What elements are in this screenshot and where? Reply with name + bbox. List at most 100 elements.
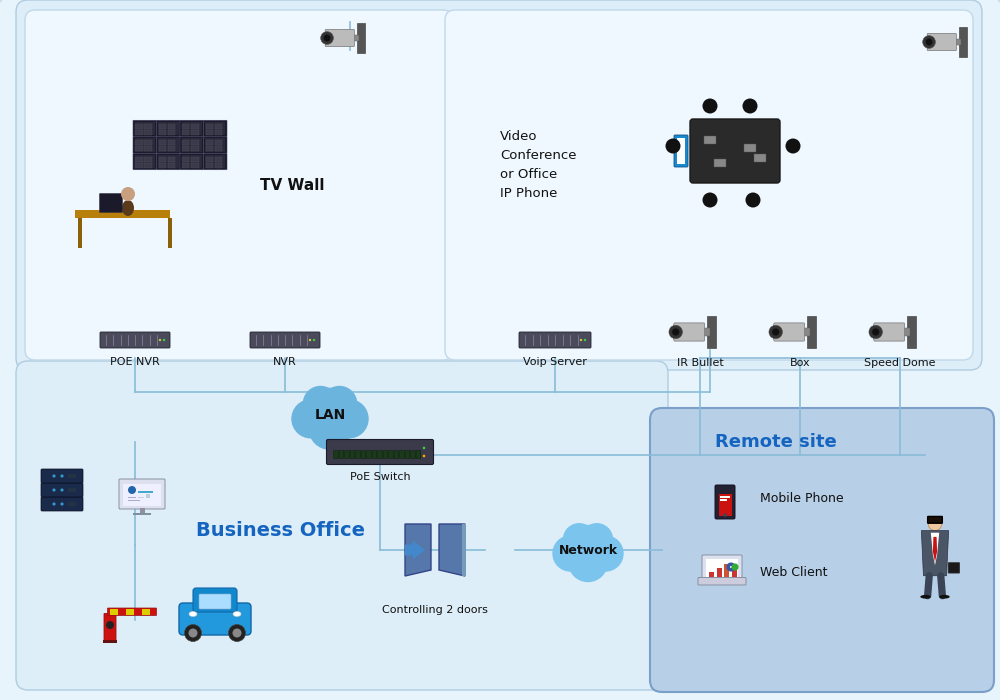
Circle shape xyxy=(68,503,72,505)
Circle shape xyxy=(184,624,202,641)
Bar xyxy=(103,640,117,643)
Bar xyxy=(206,146,213,151)
Ellipse shape xyxy=(920,595,931,598)
Bar xyxy=(182,139,202,152)
Circle shape xyxy=(68,489,72,491)
Circle shape xyxy=(723,513,727,517)
FancyBboxPatch shape xyxy=(204,153,227,170)
Bar xyxy=(168,140,175,146)
FancyBboxPatch shape xyxy=(133,153,157,170)
Bar xyxy=(205,122,225,135)
FancyBboxPatch shape xyxy=(774,323,805,341)
FancyBboxPatch shape xyxy=(690,119,780,183)
Bar xyxy=(953,38,961,46)
FancyBboxPatch shape xyxy=(350,451,355,458)
Bar xyxy=(68,502,76,506)
Bar xyxy=(724,564,729,577)
Bar xyxy=(168,124,175,129)
Bar xyxy=(138,496,144,498)
Bar xyxy=(462,524,466,576)
FancyBboxPatch shape xyxy=(445,10,973,360)
Bar xyxy=(214,146,222,151)
Bar xyxy=(744,144,756,152)
Polygon shape xyxy=(405,540,425,559)
FancyBboxPatch shape xyxy=(361,451,366,458)
FancyBboxPatch shape xyxy=(378,451,382,458)
Circle shape xyxy=(228,624,246,641)
Bar xyxy=(206,130,213,134)
Bar xyxy=(718,494,732,515)
Text: Network: Network xyxy=(558,543,618,556)
Bar xyxy=(134,122,155,135)
Bar xyxy=(205,139,225,152)
Text: Video
Conference
or Office
IP Phone: Video Conference or Office IP Phone xyxy=(500,130,576,200)
Polygon shape xyxy=(142,608,150,615)
FancyBboxPatch shape xyxy=(133,136,157,153)
Bar xyxy=(68,488,76,492)
FancyBboxPatch shape xyxy=(204,120,227,136)
Bar xyxy=(714,159,726,167)
Bar xyxy=(144,146,152,151)
FancyBboxPatch shape xyxy=(650,408,994,692)
Bar xyxy=(168,218,172,248)
FancyBboxPatch shape xyxy=(948,563,960,573)
Bar xyxy=(206,163,213,168)
Bar xyxy=(158,146,166,151)
Circle shape xyxy=(159,339,161,341)
Circle shape xyxy=(106,621,114,629)
Polygon shape xyxy=(405,524,431,576)
FancyBboxPatch shape xyxy=(410,451,415,458)
Bar xyxy=(135,163,143,168)
Text: Controlling 2 doors: Controlling 2 doors xyxy=(382,605,488,615)
Bar xyxy=(158,139,178,152)
FancyBboxPatch shape xyxy=(326,440,434,465)
FancyBboxPatch shape xyxy=(928,517,942,523)
Circle shape xyxy=(313,339,315,341)
Bar xyxy=(701,328,710,335)
Circle shape xyxy=(60,489,64,491)
Polygon shape xyxy=(126,608,134,615)
Bar xyxy=(732,570,736,577)
FancyBboxPatch shape xyxy=(199,594,231,609)
FancyBboxPatch shape xyxy=(698,578,746,585)
Bar xyxy=(807,316,816,348)
Bar xyxy=(68,474,76,478)
Circle shape xyxy=(564,524,595,555)
Bar xyxy=(801,328,810,335)
Bar xyxy=(144,163,152,168)
Circle shape xyxy=(121,187,135,201)
Circle shape xyxy=(669,326,682,339)
Text: Mobile Phone: Mobile Phone xyxy=(760,491,844,505)
Bar xyxy=(78,218,82,248)
FancyBboxPatch shape xyxy=(193,588,237,612)
Bar xyxy=(706,559,738,577)
Circle shape xyxy=(786,139,800,153)
Bar xyxy=(191,124,198,129)
FancyBboxPatch shape xyxy=(927,34,956,50)
Bar xyxy=(168,130,175,134)
Circle shape xyxy=(303,386,338,421)
Text: Web Client: Web Client xyxy=(760,566,828,578)
Bar xyxy=(182,124,189,129)
Text: Voip Server: Voip Server xyxy=(523,357,587,367)
Circle shape xyxy=(52,489,56,491)
Bar xyxy=(168,157,175,162)
FancyBboxPatch shape xyxy=(25,10,453,360)
FancyBboxPatch shape xyxy=(204,136,227,153)
Bar xyxy=(158,124,166,129)
Bar xyxy=(123,484,161,506)
Polygon shape xyxy=(933,537,937,562)
Text: NVR: NVR xyxy=(273,357,297,367)
Bar xyxy=(158,155,178,168)
Bar xyxy=(144,157,152,162)
FancyBboxPatch shape xyxy=(16,361,668,690)
Circle shape xyxy=(872,328,879,335)
Bar xyxy=(214,163,222,168)
FancyBboxPatch shape xyxy=(405,451,410,458)
Bar xyxy=(134,155,155,168)
Circle shape xyxy=(423,447,425,449)
Text: LAN: LAN xyxy=(314,408,346,422)
FancyBboxPatch shape xyxy=(334,451,338,458)
Circle shape xyxy=(923,36,935,48)
Bar xyxy=(128,500,140,501)
